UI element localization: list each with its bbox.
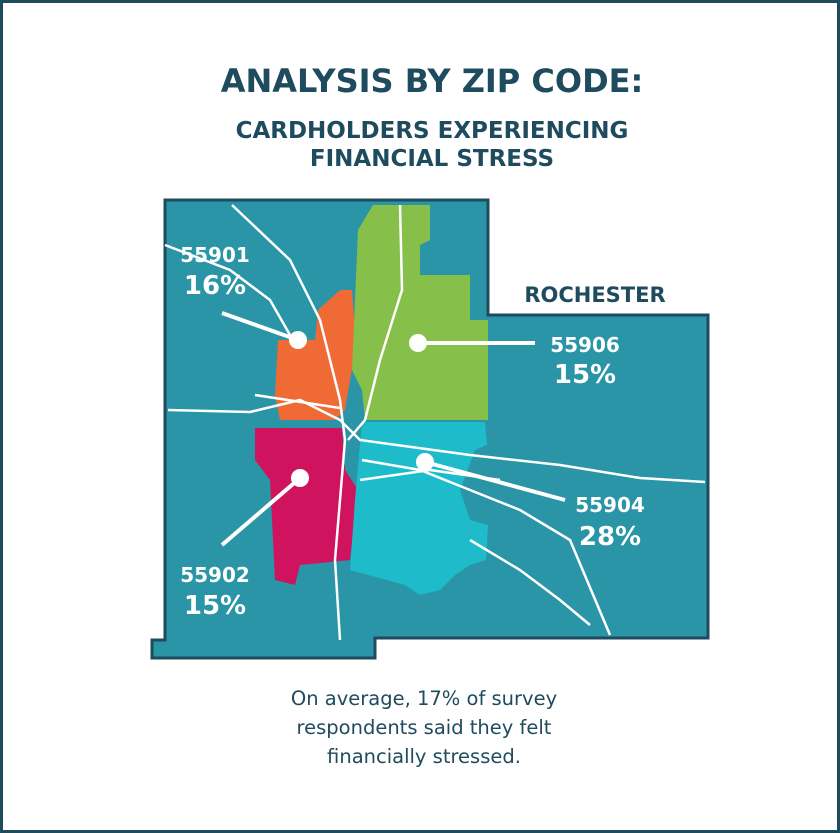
leader <box>220 476 302 547</box>
percent-label: 16% <box>184 271 246 301</box>
title: ANALYSIS BY ZIP CODE: <box>221 62 644 100</box>
leader <box>424 460 566 502</box>
zone-55902 <box>255 428 358 585</box>
zone-55906 <box>352 205 488 420</box>
percent-label: 15% <box>554 360 616 390</box>
subtitle: CARDHOLDERS EXPERIENCING <box>236 118 629 144</box>
marker <box>291 469 309 487</box>
footer-text: respondents said they felt <box>297 716 552 739</box>
footer-text: On average, 17% of survey <box>291 687 557 710</box>
zone-55904 <box>350 422 488 595</box>
zip-label: 55904 <box>575 493 645 517</box>
percent-label: 15% <box>184 591 246 621</box>
leader <box>221 311 299 342</box>
subtitle: FINANCIAL STRESS <box>310 146 554 172</box>
map: ROCHESTER 55901 16% 55906 15% 55904 28% … <box>150 198 710 660</box>
city-label: ROCHESTER <box>524 283 665 307</box>
marker <box>409 334 427 352</box>
percent-label: 28% <box>579 522 641 552</box>
zip-label: 55906 <box>550 333 620 357</box>
marker <box>289 331 307 349</box>
footer-text: financially stressed. <box>327 745 521 768</box>
zip-label: 55902 <box>180 563 250 587</box>
roads <box>164 204 706 641</box>
marker <box>416 453 434 471</box>
zip-label: 55901 <box>180 243 250 267</box>
